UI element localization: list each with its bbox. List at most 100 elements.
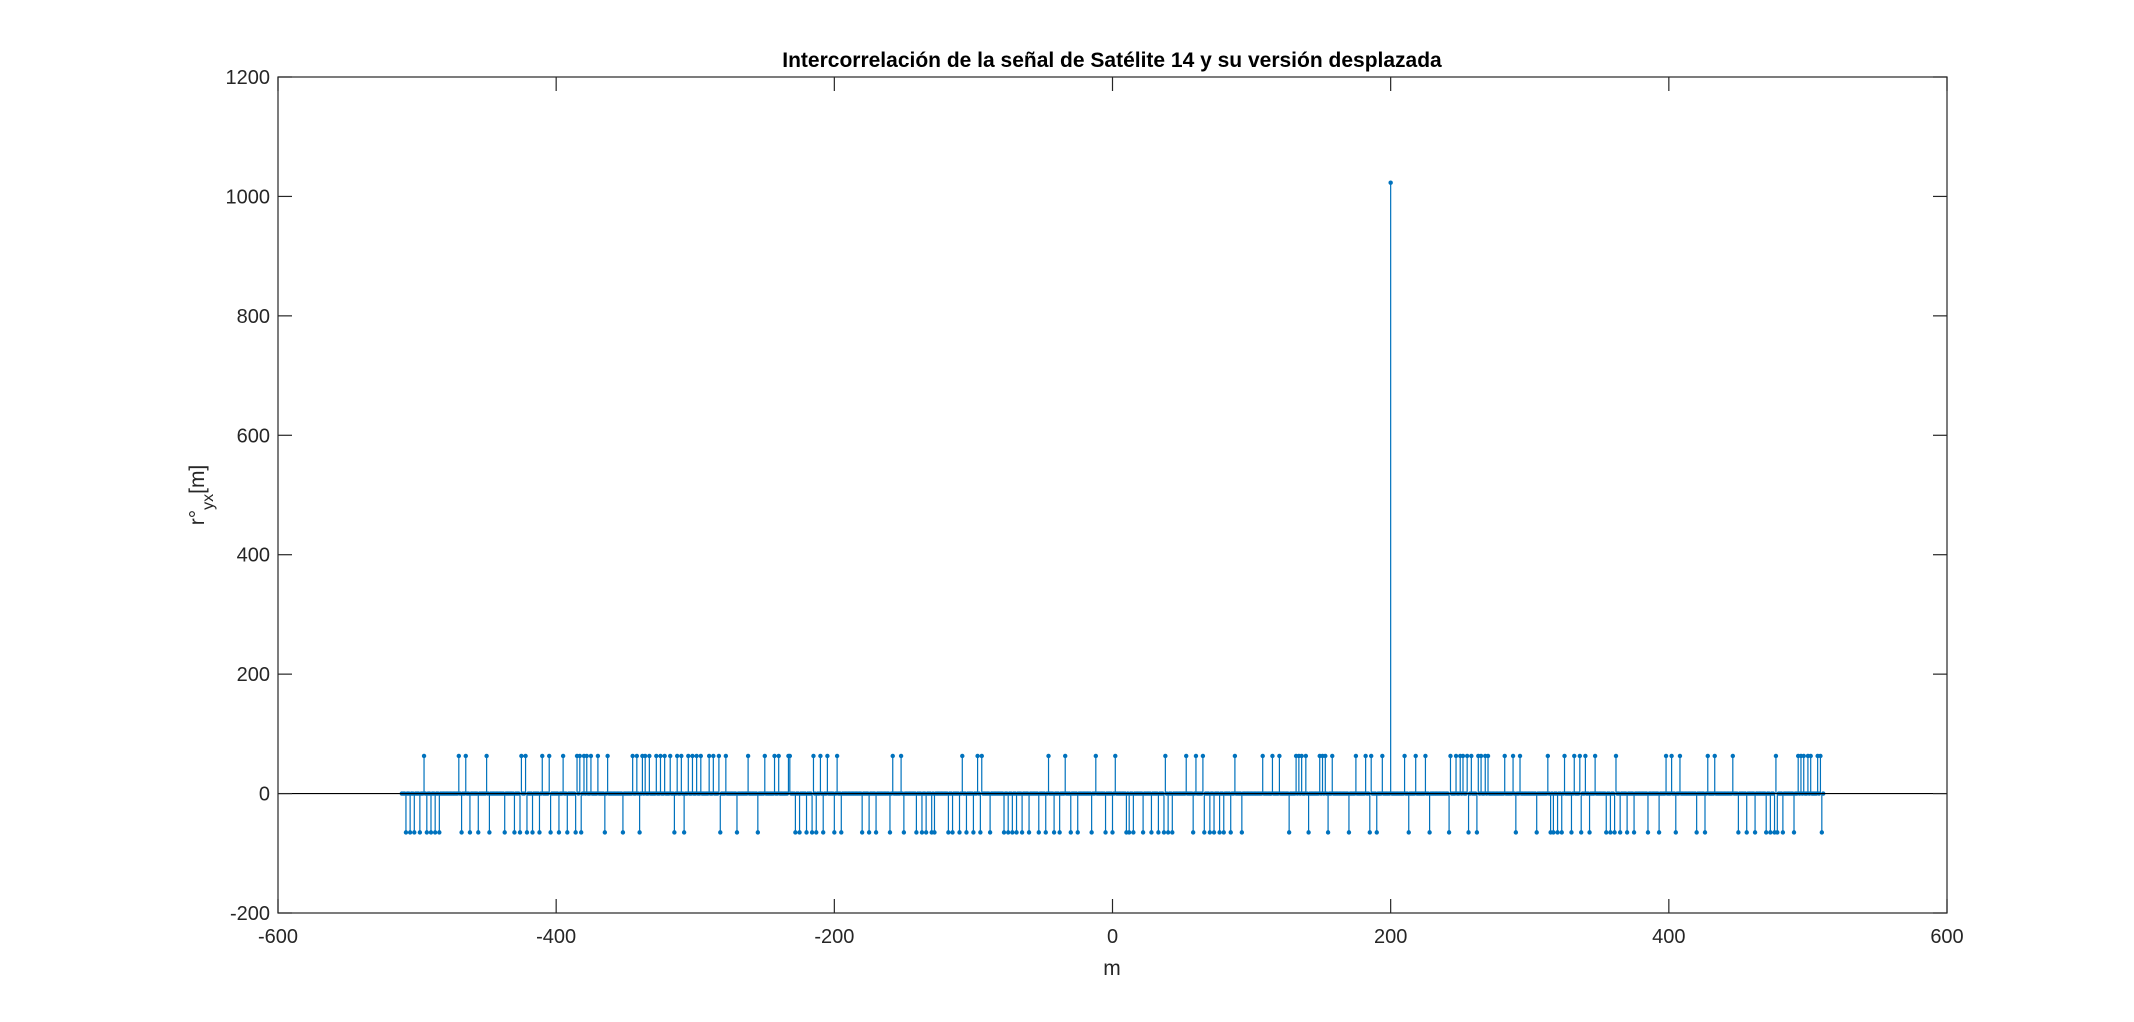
stem-marker bbox=[1323, 753, 1328, 759]
stem-marker bbox=[979, 753, 984, 759]
stem-marker bbox=[1624, 830, 1630, 835]
stem-marker bbox=[674, 753, 680, 759]
stem-marker bbox=[1093, 753, 1099, 759]
stem-marker bbox=[1656, 830, 1662, 835]
stem-marker bbox=[1577, 753, 1583, 759]
stem-marker bbox=[1677, 753, 1683, 759]
stem-marker bbox=[1051, 830, 1057, 835]
stem-marker bbox=[679, 753, 684, 759]
stem-marker bbox=[407, 830, 413, 835]
stem-marker bbox=[484, 753, 489, 759]
stem-marker bbox=[403, 830, 409, 835]
stem-marker bbox=[1277, 753, 1282, 759]
stem-marker bbox=[605, 753, 610, 759]
stem-marker bbox=[1010, 830, 1015, 835]
stem-marker bbox=[530, 830, 535, 835]
axes-group bbox=[277, 76, 1948, 914]
stem-marker bbox=[1423, 753, 1428, 759]
stem-marker bbox=[975, 753, 980, 759]
stem-marker bbox=[1562, 753, 1567, 759]
stem-marker bbox=[1036, 830, 1041, 835]
stem-marker bbox=[1413, 753, 1418, 759]
stem-marker bbox=[1752, 830, 1758, 835]
stem-marker bbox=[519, 753, 524, 759]
stem-marker bbox=[711, 753, 716, 759]
stem-marker bbox=[1211, 830, 1217, 835]
stem-marker bbox=[1818, 753, 1823, 759]
stem-marker bbox=[1286, 830, 1292, 835]
x-tick-label: -200 bbox=[814, 926, 854, 948]
stem-marker bbox=[1299, 753, 1304, 759]
stem-marker bbox=[873, 830, 879, 835]
y-tick-label: 1200 bbox=[226, 67, 271, 89]
stem-marker bbox=[1694, 830, 1699, 835]
chart-title: Intercorrelación de la señal de Satélite… bbox=[782, 49, 1442, 72]
stem-marker bbox=[1579, 830, 1584, 835]
stem-marker bbox=[577, 753, 583, 759]
stem-marker bbox=[672, 830, 677, 835]
stem-marker bbox=[1228, 830, 1233, 835]
stem-marker bbox=[898, 753, 904, 759]
stem-marker bbox=[1325, 830, 1331, 835]
stem-marker bbox=[1510, 753, 1516, 759]
stem-marker bbox=[797, 830, 802, 835]
stem-marker bbox=[456, 753, 462, 759]
stem-marker bbox=[654, 753, 659, 759]
stem-marker bbox=[706, 753, 712, 759]
stem-marker bbox=[811, 753, 816, 759]
stem-marker bbox=[839, 830, 844, 835]
stem-marker bbox=[821, 830, 826, 835]
stem-marker bbox=[463, 753, 468, 759]
stem-marker bbox=[1702, 830, 1708, 835]
stem-marker bbox=[417, 830, 423, 835]
stem-marker bbox=[932, 830, 937, 835]
stem-marker bbox=[1140, 830, 1146, 835]
stem-marker bbox=[437, 830, 442, 835]
stem-marker bbox=[734, 830, 740, 835]
stem-marker bbox=[762, 753, 767, 759]
stem-marker bbox=[1221, 830, 1226, 835]
stem-marker bbox=[755, 830, 761, 835]
stem-marker bbox=[548, 830, 553, 835]
stem-marker bbox=[1063, 753, 1068, 759]
stem-marker bbox=[1474, 830, 1480, 835]
stem-marker bbox=[1517, 753, 1523, 759]
stem-marker bbox=[914, 830, 919, 835]
stem-marker bbox=[1608, 830, 1613, 835]
stem-marker bbox=[1149, 830, 1154, 835]
stem-marker bbox=[1485, 753, 1491, 759]
stem-marker bbox=[1103, 830, 1108, 835]
stem-marker bbox=[950, 830, 955, 835]
stem-marker bbox=[825, 753, 830, 759]
stem-marker bbox=[1131, 830, 1136, 835]
stem-marker bbox=[1773, 753, 1779, 759]
stem-marker bbox=[1669, 753, 1674, 759]
stem-marker bbox=[1791, 830, 1797, 835]
stem-marker bbox=[690, 753, 695, 759]
stem-marker bbox=[658, 753, 663, 759]
stem-marker bbox=[556, 830, 562, 835]
stem-marker bbox=[1346, 830, 1352, 835]
stem-marker bbox=[428, 830, 434, 835]
stem-marker bbox=[1663, 753, 1669, 759]
stem-marker bbox=[1402, 753, 1407, 759]
stem-marker bbox=[1744, 830, 1749, 835]
stem-marker bbox=[579, 830, 584, 835]
stem-marker bbox=[1156, 830, 1161, 835]
stem-marker bbox=[1587, 830, 1592, 835]
stem-marker bbox=[1617, 830, 1623, 835]
stem-marker bbox=[1005, 830, 1011, 835]
stem-marker bbox=[642, 753, 648, 759]
stem-marker bbox=[694, 753, 699, 759]
stem-marker bbox=[1427, 830, 1432, 835]
stem-marker bbox=[467, 830, 473, 835]
stem-marker bbox=[971, 830, 976, 835]
y-tick-labels: -200 0 200 400 600 800 1000 1200 bbox=[226, 67, 271, 925]
stem-marker bbox=[1353, 753, 1359, 759]
stem-marker bbox=[630, 753, 635, 759]
stem-marker bbox=[1460, 753, 1466, 759]
stem-marker bbox=[637, 830, 642, 835]
stem-marker bbox=[978, 830, 983, 835]
stem-marker bbox=[772, 753, 777, 759]
